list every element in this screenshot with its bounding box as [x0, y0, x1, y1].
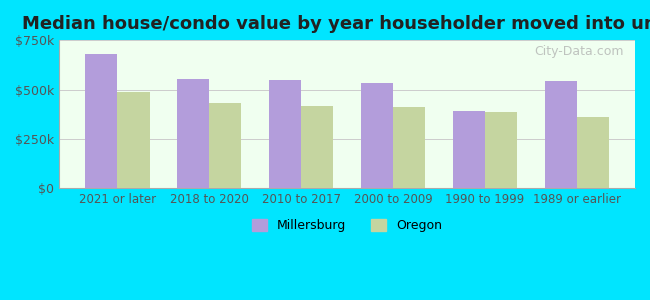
Bar — [118, 92, 150, 188]
Bar — [577, 117, 609, 188]
Legend: Millersburg, Oregon: Millersburg, Oregon — [246, 213, 448, 239]
Bar — [545, 81, 577, 188]
Bar — [177, 79, 209, 188]
Text: City-Data.com: City-Data.com — [534, 45, 623, 58]
Bar — [301, 106, 333, 188]
Bar — [485, 112, 517, 188]
Bar — [452, 111, 485, 188]
Bar — [361, 82, 393, 188]
Bar — [209, 103, 241, 188]
Bar — [269, 80, 301, 188]
Bar — [85, 54, 118, 188]
Bar — [393, 107, 425, 188]
Title: Median house/condo value by year householder moved into unit: Median house/condo value by year househo… — [22, 15, 650, 33]
